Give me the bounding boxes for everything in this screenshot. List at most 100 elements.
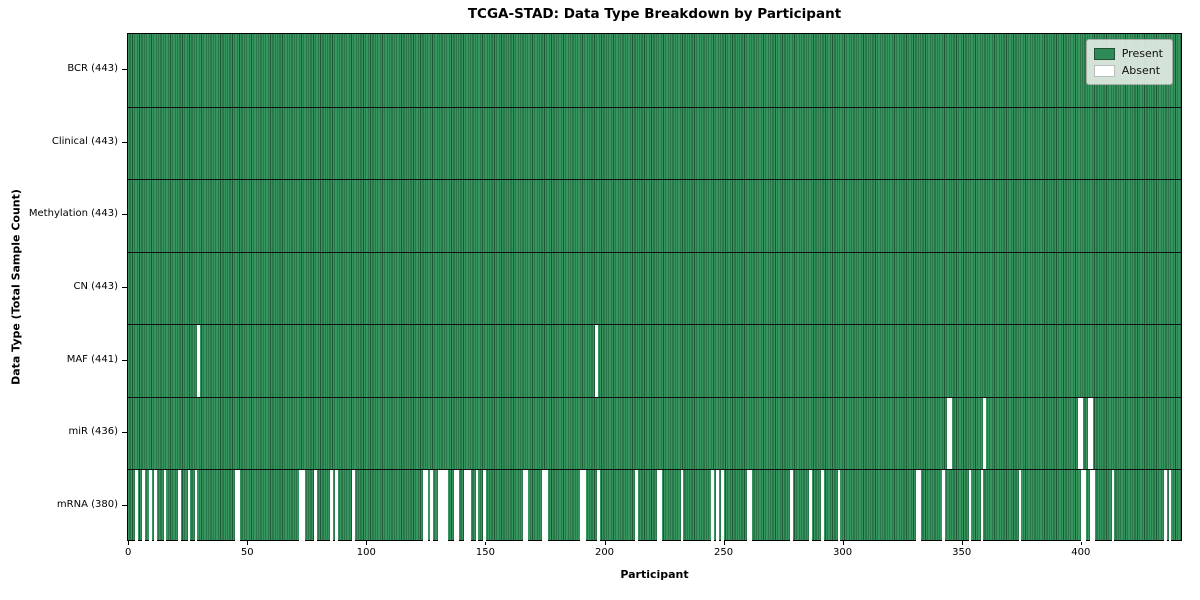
absent-stripe	[197, 325, 200, 397]
absent-stripe	[580, 470, 584, 542]
absent-stripe	[1018, 470, 1022, 542]
chart-title: TCGA-STAD: Data Type Breakdown by Partic…	[467, 6, 842, 22]
y-tick-label: mRNA (380)	[56, 498, 118, 510]
absent-stripe	[423, 470, 427, 542]
absent-stripe	[523, 470, 527, 542]
x-tick-label: 350	[952, 547, 972, 558]
absent-stripe	[918, 470, 922, 542]
absent-stripe	[1090, 470, 1093, 542]
absent-stripe	[947, 397, 950, 470]
absent-stripe	[335, 470, 338, 542]
row-separator	[128, 396, 1181, 398]
absent-stripe	[949, 397, 953, 470]
x-axis-label: Participant	[620, 568, 689, 581]
absent-stripe	[187, 470, 191, 542]
y-tick-mark	[122, 141, 127, 143]
absent-stripe	[442, 470, 446, 542]
legend-label-absent: Absent	[1121, 64, 1161, 77]
x-tick-mark	[485, 541, 487, 545]
absent-stripe	[437, 470, 441, 542]
absent-stripe	[659, 470, 662, 542]
x-tick-label: 100	[356, 547, 376, 558]
y-tick-mark	[122, 359, 127, 361]
legend: Present Absent	[1085, 39, 1173, 85]
x-tick-mark	[128, 541, 130, 545]
absent-stripe	[454, 470, 458, 542]
y-tick-label: BCR (443)	[67, 63, 118, 75]
x-tick-label: 300	[833, 547, 853, 558]
absent-stripe	[135, 470, 138, 542]
present-swatch-icon	[1093, 47, 1115, 60]
absent-stripe	[716, 470, 719, 542]
absent-stripe	[1078, 397, 1081, 470]
y-tick-label: CN (443)	[73, 281, 118, 292]
absent-stripe	[235, 470, 238, 542]
absent-stripe	[163, 470, 167, 542]
x-tick-mark	[247, 541, 249, 545]
absent-stripe	[821, 470, 824, 542]
absent-stripe	[1080, 397, 1084, 470]
absent-stripe	[1163, 470, 1167, 542]
x-tick-label: 200	[594, 547, 615, 558]
absent-stripe	[597, 470, 600, 542]
y-tick-mark	[122, 214, 127, 216]
absent-stripe	[982, 397, 986, 470]
y-tick-label: Methylation (443)	[28, 208, 118, 220]
y-tick-mark	[122, 69, 127, 71]
absent-stripe	[475, 470, 479, 542]
absent-stripe	[299, 470, 303, 542]
absent-stripe	[980, 470, 984, 542]
absent-stripe	[747, 470, 750, 542]
x-tick-mark	[961, 541, 963, 545]
absent-stripe	[301, 470, 305, 542]
y-tick-label: miR (436)	[68, 426, 118, 438]
x-tick-label: 0	[125, 547, 132, 558]
absent-stripe	[444, 470, 448, 542]
absent-stripe	[544, 470, 548, 542]
absent-stripe	[749, 470, 753, 542]
x-tick-label: 150	[475, 547, 495, 558]
absent-stripe	[425, 470, 429, 542]
absent-stripe	[582, 470, 586, 542]
absent-stripe	[1168, 470, 1172, 542]
x-tick-mark	[723, 541, 725, 545]
absent-stripe	[330, 470, 334, 542]
row-separator	[128, 469, 1181, 471]
row-separator	[128, 251, 1181, 253]
row-separator	[128, 179, 1181, 181]
absent-stripe	[456, 470, 460, 542]
absent-stripe	[313, 470, 317, 542]
x-tick-label: 50	[240, 547, 254, 558]
absent-stripe	[468, 470, 472, 542]
absent-swatch-icon	[1093, 64, 1115, 77]
legend-item-absent: Absent	[1093, 62, 1163, 79]
absent-stripe	[525, 470, 529, 542]
absent-stripe	[680, 470, 684, 542]
legend-item-present: Present	[1093, 45, 1163, 62]
x-tick-mark	[366, 541, 368, 545]
legend-label-present: Present	[1121, 47, 1163, 60]
y-tick-label: Clinical (443)	[51, 135, 118, 147]
x-tick-label: 400	[1071, 547, 1091, 558]
absent-stripe	[916, 470, 920, 542]
plot-area: Present Absent	[127, 33, 1182, 542]
absent-stripe	[439, 470, 443, 542]
absent-stripe	[942, 470, 946, 542]
absent-stripe	[237, 470, 241, 542]
absent-stripe	[837, 470, 841, 542]
absent-stripe	[1087, 397, 1091, 470]
absent-stripe	[594, 325, 598, 397]
absent-stripe	[711, 470, 715, 542]
absent-stripe	[142, 470, 146, 542]
x-tick-label: 250	[714, 547, 734, 558]
y-tick-mark	[122, 287, 127, 288]
absent-stripe	[1090, 397, 1093, 470]
absent-stripe	[1092, 470, 1096, 542]
absent-stripe	[656, 470, 660, 542]
absent-stripe	[1080, 470, 1084, 542]
y-tick-mark	[122, 504, 127, 506]
absent-stripe	[194, 470, 198, 542]
absent-stripe	[482, 470, 486, 542]
absent-stripe	[351, 470, 355, 542]
